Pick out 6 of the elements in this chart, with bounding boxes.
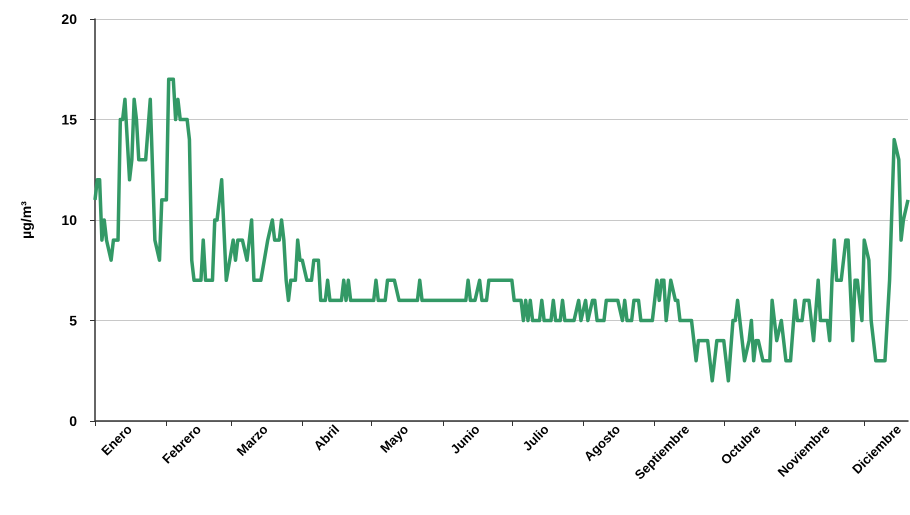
y-tick-label: 5: [69, 312, 78, 328]
y-axis-title: µg/m³: [18, 200, 34, 239]
y-tick-label: 20: [61, 11, 78, 27]
y-tick-label: 15: [61, 112, 78, 128]
y-tick-label: 0: [69, 413, 78, 429]
y-tick-label: 10: [61, 212, 78, 228]
